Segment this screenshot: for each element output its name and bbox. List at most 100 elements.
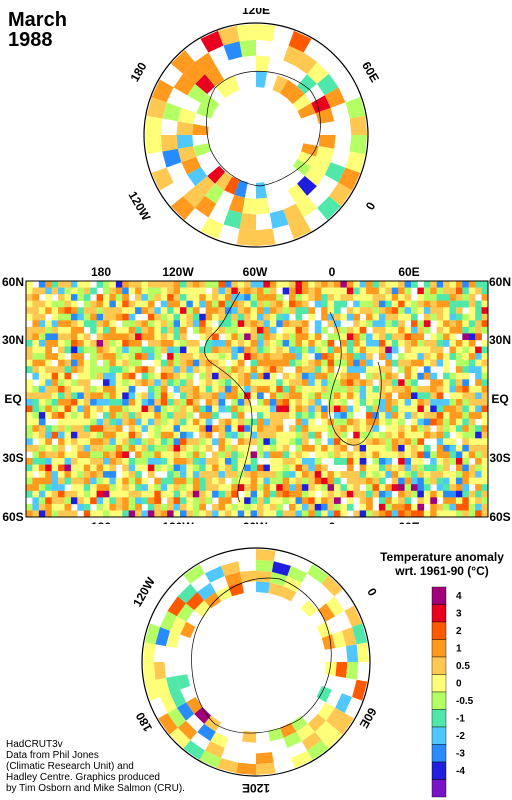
anomaly-cell [160,458,168,465]
anomaly-cell [359,287,367,295]
anomaly-cell [58,438,65,446]
anomaly-cell [154,359,162,367]
anomaly-cell [128,385,136,393]
anomaly-cell [103,333,110,341]
anomaly-cell [423,353,431,360]
anomaly-cell [64,431,72,439]
polar-anomaly-cell [221,561,241,576]
anomaly-cell [257,464,264,472]
anomaly-cell [250,471,258,478]
anomaly-cell [327,333,335,341]
anomaly-cell [205,366,213,374]
anomaly-cell [462,418,470,426]
anomaly-cell [205,399,213,406]
anomaly-cell [141,366,149,374]
anomaly-cell [327,379,335,387]
anomaly-cell [353,399,360,406]
anomaly-cell [378,320,386,328]
anomaly-cell [359,346,367,354]
anomaly-cell [282,464,290,472]
anomaly-cell [359,399,367,406]
anomaly-cell [154,353,162,360]
anomaly-cell [192,464,200,472]
anomaly-cell [423,497,431,505]
anomaly-cell [282,412,290,419]
anomaly-cell [173,471,181,478]
anomaly-cell [340,300,348,308]
anomaly-cell [289,300,296,308]
anomaly-cell [443,385,450,393]
anomaly-cell [218,287,226,295]
anomaly-cell [327,399,335,406]
anomaly-cell [346,353,354,360]
anomaly-cell [173,464,181,472]
anomaly-cell [58,490,65,498]
anomaly-cell [449,340,457,347]
anomaly-cell [90,497,97,505]
anomaly-cell [58,458,65,465]
lon-label-60w-top: 60W [243,265,268,279]
anomaly-cell [443,366,450,374]
anomaly-cell [475,366,482,374]
np-lon-label-0: 0 [363,199,379,212]
anomaly-cell [282,497,290,505]
anomaly-cell [77,471,85,478]
anomaly-cell [173,418,181,426]
anomaly-cell [340,333,348,341]
anomaly-cell [372,300,380,308]
anomaly-cell [481,497,489,505]
anomaly-cell [398,287,405,295]
anomaly-cell [83,294,91,301]
anomaly-cell [443,510,450,518]
anomaly-cell [385,294,393,301]
anomaly-cell [366,300,373,308]
anomaly-cell [237,359,245,367]
anomaly-cell [257,287,264,295]
anomaly-cell [205,431,213,439]
anomaly-cell [398,431,405,439]
anomaly-cell [481,399,489,406]
anomaly-cell [411,353,418,360]
anomaly-cell [443,444,450,452]
anomaly-cell [109,438,117,446]
anomaly-cell [160,412,168,419]
anomaly-cell [449,372,457,380]
anomaly-cell [173,287,181,295]
anomaly-cell [135,326,142,334]
anomaly-cell [263,366,271,374]
anomaly-cell [443,294,450,301]
anomaly-cell [45,510,52,518]
anomaly-cell [353,458,360,465]
anomaly-cell [26,431,33,439]
anomaly-cell [90,438,97,446]
anomaly-cell [404,326,412,334]
anomaly-cell [269,484,277,492]
anomaly-cell [346,340,354,347]
anomaly-cell [109,320,117,328]
anomaly-cell [237,412,245,419]
anomaly-cell [96,300,104,308]
anomaly-cell [436,418,444,426]
anomaly-cell [45,307,52,315]
polar-anomaly-cell [296,723,315,742]
anomaly-cell [321,503,328,511]
anomaly-cell [205,471,213,478]
anomaly-cell [244,497,251,505]
anomaly-cell [83,379,91,387]
anomaly-cell [282,490,290,498]
anomaly-cell [45,366,52,374]
anomaly-cell [70,438,78,446]
anomaly-cell [289,287,296,295]
anomaly-cell [436,346,444,354]
polar-anomaly-cell [162,102,182,122]
anomaly-cell [346,477,354,485]
anomaly-cell [353,320,360,328]
anomaly-cell [109,300,117,308]
anomaly-cell [301,412,309,419]
anomaly-cell [90,399,97,406]
anomaly-cell [128,458,136,465]
anomaly-cell [411,392,418,400]
anomaly-cell [269,464,277,472]
anomaly-cell [372,510,380,518]
anomaly-cell [141,320,149,328]
